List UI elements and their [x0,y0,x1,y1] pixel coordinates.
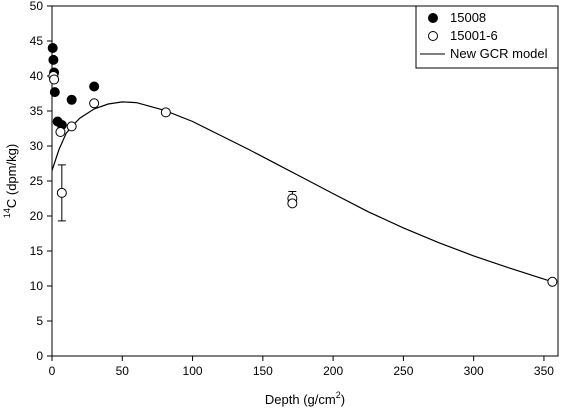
series-layer [47,43,558,287]
data-point-15001-6 [66,121,77,132]
y-tick-label: 25 [30,174,44,188]
x-tick-label: 300 [464,364,484,378]
x-tick-label: 200 [323,364,343,378]
data-point-15008 [66,94,77,105]
y-tick-label: 5 [36,314,43,328]
data-point-15001-6 [89,98,100,109]
data-point-15008 [47,43,58,53]
data-point-15001-6 [49,74,60,85]
y-axis-title-sup: 14 [2,208,12,218]
x-tick-label: 50 [116,364,130,378]
y-tick-label: 10 [30,279,44,293]
x-tick-label: 250 [393,364,413,378]
legend-box [415,5,559,69]
x-tick-label: 150 [253,364,273,378]
y-axis-title: 14C (dpm/kg) [2,144,19,218]
x-axis-title-base: Depth (g/cm [265,392,336,407]
x-tick-label: 350 [534,364,554,378]
data-point-15008 [48,54,59,65]
legend: 15008 15001-6 New GCR model [415,5,559,69]
data-point-15008 [49,87,60,98]
y-axis-title-base: C (dpm/kg) [4,144,19,208]
legend-marker-15008 [428,13,438,23]
y-tick-label: 15 [30,244,44,258]
data-point-15001-6 [160,107,171,118]
legend-label-model: New GCR model [450,46,548,61]
y-tick-label: 45 [30,34,44,48]
y-tick-label: 35 [30,104,44,118]
x-axis-title: Depth (g/cm2) [265,390,345,407]
y-tick-label: 50 [30,0,44,13]
x-tick-label: 0 [49,364,56,378]
data-point-15001-6 [287,198,298,209]
y-axis-ticks: 0 5 10 15 20 25 30 35 40 45 50 [30,0,52,363]
x-axis-ticks: 0 50 100 150 200 250 300 350 [49,356,554,378]
y-tick-label: 0 [36,349,43,363]
x-axis-title-sup: 2 [336,390,341,400]
y-tick-label: 20 [30,209,44,223]
data-point-15001-6 [55,127,66,137]
legend-marker-15001-6 [428,31,438,41]
x-tick-label: 100 [183,364,203,378]
data-point-15008 [89,81,100,92]
data-point-15001-6 [56,187,67,198]
legend-label-15001-6: 15001-6 [450,28,498,43]
plot-area: 0 5 10 15 20 25 30 35 40 45 50 0 50 100 150 200 250 300 3… [30,0,559,378]
x-axis-title-tail: ) [341,392,345,407]
model-curve [51,101,553,283]
y-tick-label: 40 [30,69,44,83]
y-tick-label: 30 [30,139,44,153]
data-point-15001-6 [547,276,558,287]
legend-label-15008: 15008 [450,10,486,25]
